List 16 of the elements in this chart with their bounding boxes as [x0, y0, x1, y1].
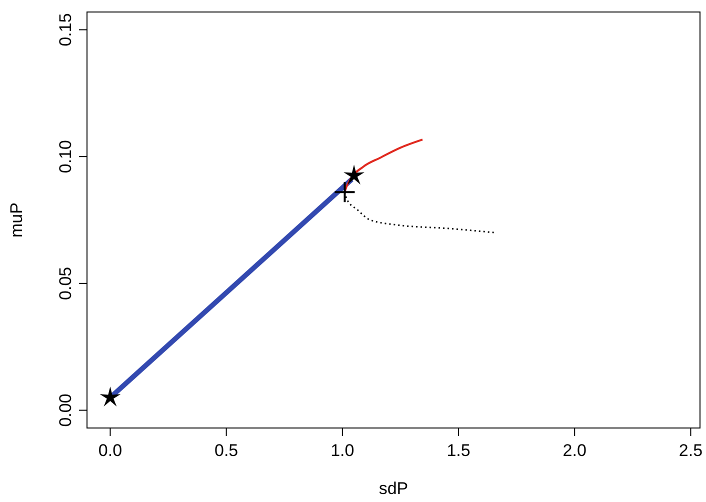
x-tick-label: 0.5 — [214, 441, 238, 460]
point — [344, 164, 364, 185]
point — [100, 386, 121, 406]
x-tick-label: 0.0 — [98, 441, 122, 460]
line-series — [344, 138, 424, 194]
x-tick-label: 2.0 — [562, 441, 586, 460]
x-tick-label: 1.5 — [446, 441, 470, 460]
y-axis-title: muP — [7, 202, 26, 238]
y-tick-label: 0.15 — [56, 13, 75, 46]
x-tick-label: 2.5 — [678, 441, 703, 460]
y-tick-label: 0.00 — [56, 394, 75, 427]
y-tick-label: 0.05 — [56, 266, 75, 300]
x-tick-label: 1.0 — [330, 441, 354, 460]
x-axis-title: sdP — [378, 479, 408, 498]
point — [334, 181, 356, 204]
y-tick-label: 0.10 — [56, 140, 75, 174]
